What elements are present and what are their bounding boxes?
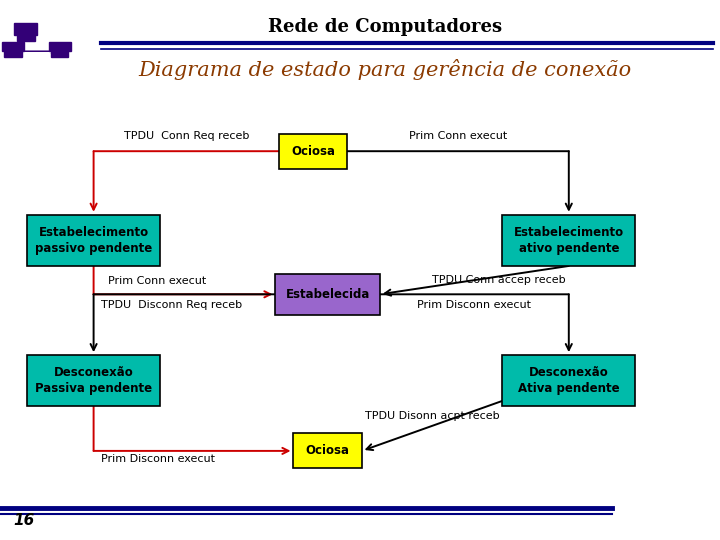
Text: Ociosa: Ociosa bbox=[305, 444, 350, 457]
Text: Prim Conn execut: Prim Conn execut bbox=[409, 131, 507, 141]
Bar bbox=[17, 35, 35, 40]
Text: TPDU  Disconn Req receb: TPDU Disconn Req receb bbox=[101, 300, 242, 310]
Text: Estabelecimento
ativo pendente: Estabelecimento ativo pendente bbox=[514, 226, 624, 255]
FancyBboxPatch shape bbox=[27, 214, 160, 266]
Text: Prim Disconn execut: Prim Disconn execut bbox=[101, 454, 215, 464]
Bar bbox=[49, 42, 71, 51]
Bar bbox=[51, 51, 68, 57]
Bar bbox=[14, 23, 37, 35]
Text: Prim Disconn execut: Prim Disconn execut bbox=[418, 300, 531, 310]
Text: TPDU Conn accep receb: TPDU Conn accep receb bbox=[431, 275, 565, 285]
Text: Diagrama de estado para gerência de conexão: Diagrama de estado para gerência de cone… bbox=[138, 59, 632, 80]
FancyBboxPatch shape bbox=[279, 134, 348, 168]
Text: Ociosa: Ociosa bbox=[291, 145, 336, 158]
FancyBboxPatch shape bbox=[503, 355, 636, 406]
Text: Estabelecida: Estabelecida bbox=[285, 288, 370, 301]
Text: Prim Conn execut: Prim Conn execut bbox=[108, 275, 206, 286]
Text: Desconexão
Passiva pendente: Desconexão Passiva pendente bbox=[35, 366, 152, 395]
Bar bbox=[4, 51, 22, 57]
Text: TPDU Disonn acpt receb: TPDU Disonn acpt receb bbox=[365, 410, 499, 421]
Text: Desconexão
Ativa pendente: Desconexão Ativa pendente bbox=[518, 366, 620, 395]
Text: Rede de Computadores: Rede de Computadores bbox=[268, 18, 503, 36]
FancyBboxPatch shape bbox=[27, 355, 160, 406]
FancyBboxPatch shape bbox=[503, 214, 636, 266]
Text: Estabelecimento
passivo pendente: Estabelecimento passivo pendente bbox=[35, 226, 152, 255]
Bar bbox=[2, 42, 24, 51]
FancyBboxPatch shape bbox=[275, 274, 380, 314]
Text: TPDU  Conn Req receb: TPDU Conn Req receb bbox=[124, 131, 249, 141]
Text: 16: 16 bbox=[13, 513, 35, 528]
FancyBboxPatch shape bbox=[294, 433, 362, 468]
